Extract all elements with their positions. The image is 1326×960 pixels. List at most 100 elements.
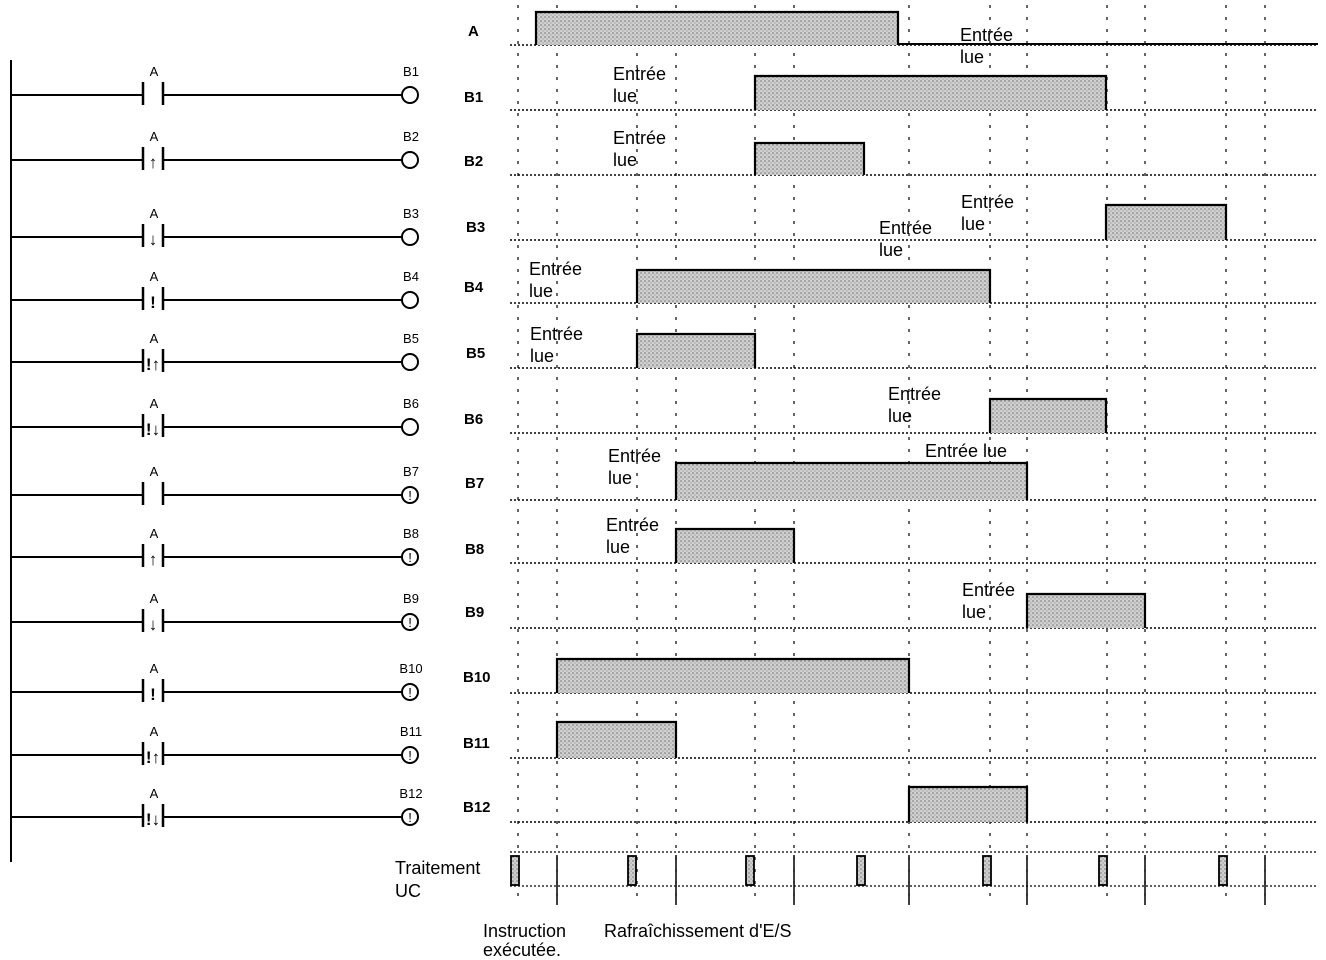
cpu-processing-block bbox=[1218, 855, 1228, 886]
coil-circle bbox=[401, 808, 419, 826]
annotation-line: lue bbox=[960, 47, 984, 67]
annotation-line: lue bbox=[962, 602, 986, 622]
contact-label: A bbox=[150, 526, 159, 541]
ladder-rung-b8: ↑ A! B8 bbox=[11, 526, 419, 569]
instruction-label-line1: Instruction bbox=[483, 921, 566, 941]
coil-circle bbox=[401, 86, 419, 104]
annotation-line: lue bbox=[613, 150, 637, 170]
pulse-edge-b5 bbox=[635, 332, 757, 368]
annotation-line: Entrée bbox=[606, 515, 659, 535]
contact-symbol: !↑ bbox=[146, 748, 160, 767]
signal-label-b10: B10 bbox=[463, 669, 491, 686]
coil-circle bbox=[401, 291, 419, 309]
coil-label: B11 bbox=[400, 724, 422, 739]
contact-label: A bbox=[150, 591, 159, 606]
coil-symbol: ! bbox=[408, 748, 412, 763]
contact-label: A bbox=[150, 331, 159, 346]
pulse-fill-b10 bbox=[557, 659, 909, 693]
coil-circle bbox=[401, 746, 419, 764]
pulse-edge-b7 bbox=[674, 461, 1029, 500]
annotation-line: Entrée bbox=[613, 128, 666, 148]
coil-label: B8 bbox=[403, 526, 419, 541]
coil-label: B7 bbox=[403, 464, 419, 479]
coil-symbol: ! bbox=[408, 810, 412, 825]
annotation-line: Entrée bbox=[962, 580, 1015, 600]
coil-circle bbox=[401, 613, 419, 631]
contact-label: A bbox=[150, 464, 159, 479]
instruction-label-line2: exécutée. bbox=[483, 940, 561, 960]
pulse-edge-b8 bbox=[674, 527, 796, 563]
coil-symbol: ! bbox=[408, 615, 412, 630]
annotation-line: Entrée lue bbox=[925, 441, 1007, 461]
annotation-line: Entrée bbox=[961, 192, 1014, 212]
contact-symbol: ↑ bbox=[149, 153, 158, 172]
contact-symbol: !↓ bbox=[146, 420, 160, 439]
pulse-edge-b6 bbox=[988, 397, 1108, 433]
coil-label: B1 bbox=[403, 64, 419, 79]
signal-label-b8: B8 bbox=[465, 541, 484, 558]
pulse-edge-b2 bbox=[753, 141, 866, 175]
coil-circle bbox=[401, 486, 419, 504]
contact-label: A bbox=[150, 269, 159, 284]
pulse-fill-b5 bbox=[637, 334, 755, 368]
contact-symbol: ↑ bbox=[149, 550, 158, 569]
pulse-fill-b7 bbox=[676, 463, 1027, 500]
ladder-rung-b4: ! A B4 bbox=[11, 269, 419, 312]
pulse-fill-b6 bbox=[990, 399, 1106, 433]
annotation-line: lue bbox=[613, 86, 637, 106]
cpu-processing-block bbox=[982, 855, 992, 886]
ladder-program: A B1 ↑ A B2 ↓ A B3! A B4 !↑ A B5 !↓ A B6 A! B7 ↑ A! B8 ↓ A! B9!… bbox=[10, 60, 423, 862]
coil-label: B4 bbox=[403, 269, 419, 284]
cpu-processing-block bbox=[745, 855, 755, 886]
signal-label-b6: B6 bbox=[464, 411, 483, 428]
ladder-rung-b3: ↓ A B3 bbox=[11, 206, 419, 249]
ladder-rung-b6: !↓ A B6 bbox=[11, 396, 419, 439]
coil-label: B9 bbox=[403, 591, 419, 606]
ladder-rung-b1: A B1 bbox=[11, 64, 419, 105]
ladder-rung-b2: ↑ A B2 bbox=[11, 129, 419, 172]
ladder-rung-b10: ! A! B10 bbox=[11, 661, 423, 704]
pulse-edge-b12 bbox=[907, 785, 1029, 822]
pulse-edge-b11 bbox=[555, 720, 678, 758]
annotation-line: lue bbox=[606, 537, 630, 557]
coil-label: B12 bbox=[399, 786, 422, 801]
pulse-fill-b9 bbox=[1027, 594, 1145, 628]
pulse-edge-b9 bbox=[1025, 592, 1147, 628]
ladder-rung-b11: !↑ A! B11 bbox=[11, 724, 422, 767]
pulse-edge-a bbox=[534, 10, 900, 45]
pulse-fill-b4 bbox=[637, 270, 990, 303]
contact-label: A bbox=[150, 206, 159, 221]
annotation-line: lue bbox=[529, 281, 553, 301]
signal-label-b7: B7 bbox=[465, 475, 484, 492]
pulse-fill-a bbox=[536, 12, 898, 45]
annotation-line: Entrée bbox=[879, 218, 932, 238]
contact-label: A bbox=[150, 786, 159, 801]
ladder-rung-b12: !↓ A! B12 bbox=[11, 786, 423, 829]
contact-label: A bbox=[150, 64, 159, 79]
signal-label-b4: B4 bbox=[464, 279, 484, 296]
signal-label-b11: B11 bbox=[463, 735, 490, 752]
coil-circle bbox=[401, 228, 419, 246]
annotation-line: lue bbox=[608, 468, 632, 488]
annotation-line: Entrée bbox=[608, 446, 661, 466]
pulse-edge-b3 bbox=[1104, 203, 1228, 240]
coil-label: B10 bbox=[399, 661, 422, 676]
signal-label-b5: B5 bbox=[466, 345, 485, 362]
coil-circle bbox=[401, 683, 419, 701]
annotation-line: lue bbox=[879, 240, 903, 260]
annotation-line: Entrée bbox=[888, 384, 941, 404]
contact-label: A bbox=[150, 661, 159, 676]
coil-circle bbox=[401, 418, 419, 436]
pulse-fill-b3 bbox=[1106, 205, 1226, 240]
contact-symbol: ↓ bbox=[149, 230, 158, 249]
pulse-fill-b11 bbox=[557, 722, 676, 758]
contact-symbol: !↑ bbox=[146, 355, 160, 374]
contact-label: A bbox=[150, 129, 159, 144]
